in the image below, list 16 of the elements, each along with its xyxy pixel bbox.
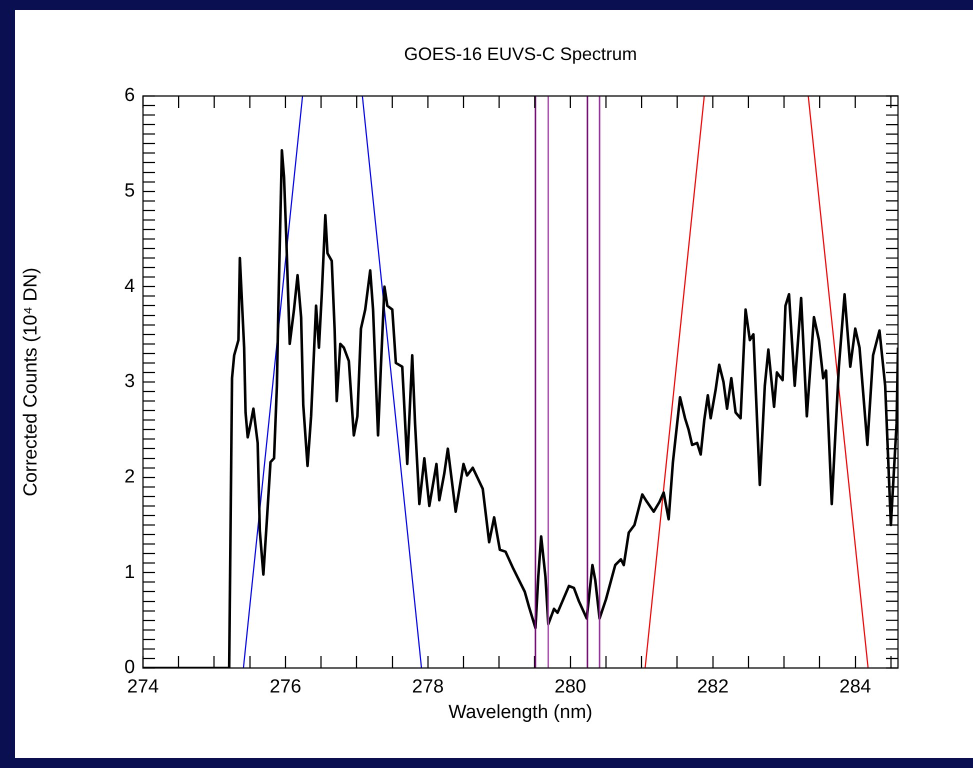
y-tick-label: 4 [124, 276, 136, 297]
y-tick-label: 5 [124, 180, 135, 202]
y-tick-label: 2 [124, 466, 135, 488]
x-tick-label: 274 [127, 676, 160, 698]
y-tick-label: 6 [124, 85, 135, 106]
y-tick-label: 0 [124, 657, 135, 678]
y-tick-label: 1 [124, 562, 135, 583]
x-tick-label: 280 [554, 676, 586, 698]
x-tick-label: 278 [412, 676, 444, 698]
y-tick-label: 3 [124, 371, 135, 392]
x-axis-title: Wavelength (nm) [448, 702, 592, 723]
y-axis-title: Corrected Counts (10⁴ DN) [20, 268, 42, 496]
x-tick-label: 276 [270, 676, 302, 698]
x-tick-label: 284 [839, 676, 872, 698]
x-tick-label: 282 [696, 676, 729, 698]
chart-title: GOES-16 EUVS-C Spectrum [404, 44, 638, 64]
